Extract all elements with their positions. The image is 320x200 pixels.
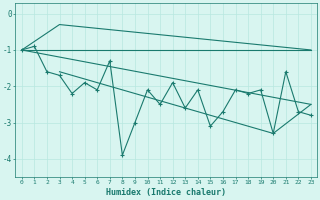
X-axis label: Humidex (Indice chaleur): Humidex (Indice chaleur) (106, 188, 226, 197)
